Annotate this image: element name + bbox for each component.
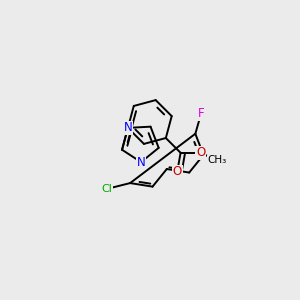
- Text: CH₃: CH₃: [207, 155, 226, 165]
- Text: Cl: Cl: [102, 184, 112, 194]
- Text: O: O: [196, 146, 205, 159]
- Text: O: O: [172, 165, 182, 178]
- Text: F: F: [198, 107, 204, 120]
- Text: N: N: [137, 156, 146, 169]
- Text: N: N: [124, 122, 132, 134]
